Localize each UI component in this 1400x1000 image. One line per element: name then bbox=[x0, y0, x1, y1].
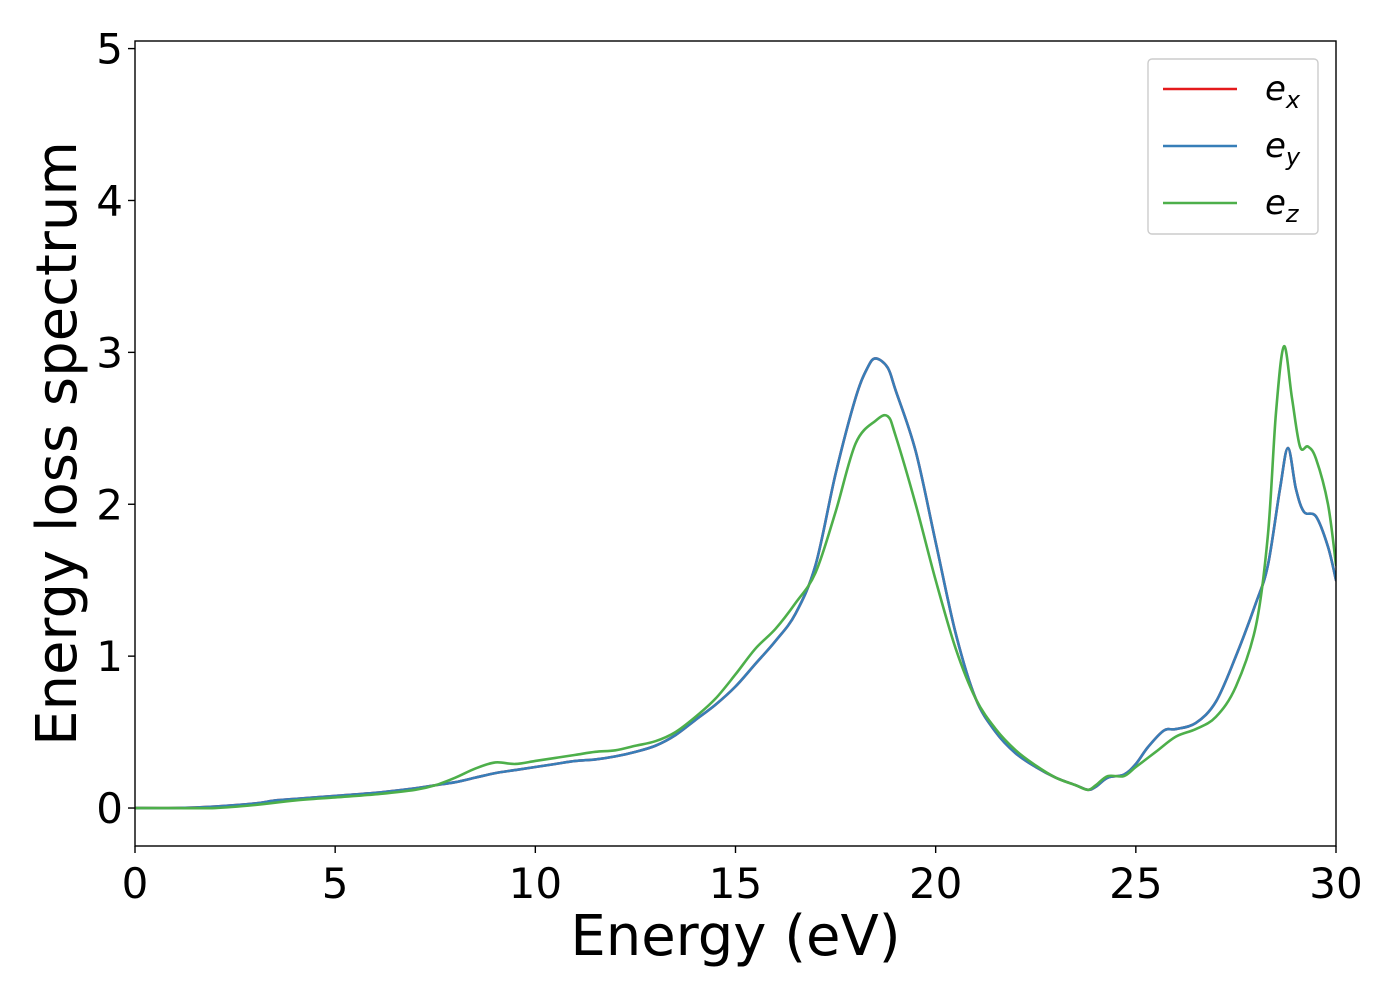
y-axis-title: Energy loss spectrum bbox=[25, 141, 90, 746]
x-tick-label: 0 bbox=[122, 859, 149, 908]
x-tick-label: 20 bbox=[909, 859, 962, 908]
y-tick-label: 3 bbox=[96, 328, 123, 377]
x-tick-label: 10 bbox=[509, 859, 562, 908]
y-axis-ticks: 0 1 2 3 4 5 bbox=[96, 25, 135, 833]
x-tick-label: 30 bbox=[1309, 859, 1362, 908]
y-tick-label: 0 bbox=[96, 784, 123, 833]
x-axis-title: Energy (eV) bbox=[570, 904, 900, 969]
series-line-z bbox=[135, 344, 1336, 810]
y-tick-label: 1 bbox=[96, 632, 123, 681]
y-tick-label: 4 bbox=[96, 176, 123, 225]
x-axis-ticks: 0 5 10 15 20 25 30 bbox=[122, 846, 1363, 908]
y-tick-label: 2 bbox=[96, 480, 123, 529]
y-tick-label: 5 bbox=[96, 25, 123, 74]
x-tick-label: 5 bbox=[322, 859, 349, 908]
series-layer bbox=[135, 344, 1336, 810]
series-line-y bbox=[135, 357, 1336, 810]
x-tick-label: 25 bbox=[1109, 859, 1162, 908]
x-tick-label: 15 bbox=[709, 859, 762, 908]
